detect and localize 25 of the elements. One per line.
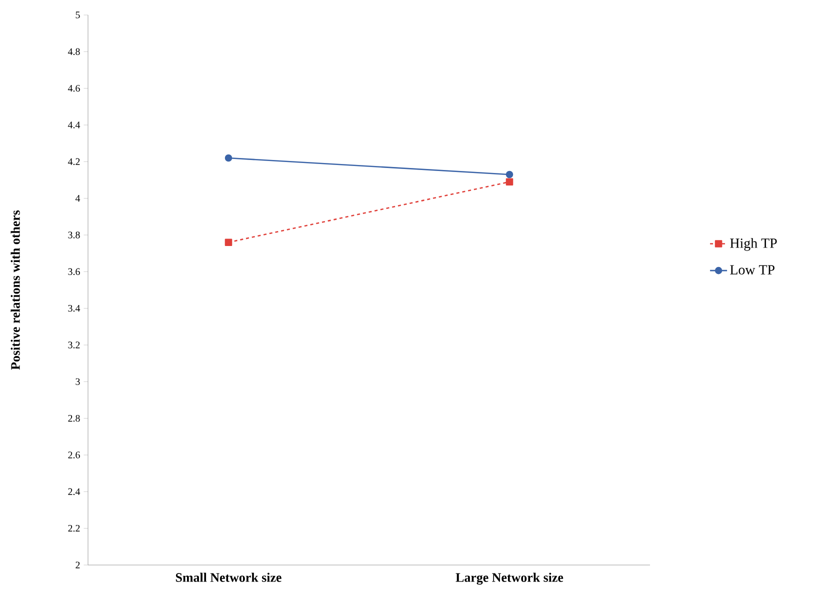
x-tick-label: Small Network size — [176, 572, 282, 582]
y-tick-label: 2 — [76, 562, 80, 568]
x-tick-label: Large Network size — [456, 572, 564, 585]
y-tick-label: 4.4 — [68, 122, 80, 128]
y-tick-label: 4.2 — [68, 158, 80, 166]
y-tick-label: 4 — [75, 195, 80, 202]
y-tick-label: 2.6 — [68, 452, 80, 458]
y-tick-label: 2.2 — [68, 524, 80, 532]
y-axis-title: Positive relations with others — [10, 210, 20, 370]
y-tick-label: 3.6 — [68, 268, 80, 276]
y-tick-label: 2.4 — [68, 488, 80, 496]
y-tick-label: 3.2 — [68, 342, 80, 348]
y-tick-label: 4.8 — [68, 48, 80, 56]
legend-label: High TP — [730, 238, 777, 251]
y-tick-label: 3.8 — [68, 232, 80, 238]
y-tick-label: 3 — [76, 378, 80, 386]
legend-label: Low TP — [730, 265, 774, 275]
point — [506, 170, 514, 178]
y-tick-label: 4.6 — [68, 84, 80, 92]
y-tick-label: 2.8 — [68, 414, 80, 422]
y-tick-label: 3.4 — [68, 304, 80, 312]
point — [224, 238, 232, 246]
y-tick-label: 5 — [76, 12, 80, 18]
point — [224, 154, 232, 162]
point — [506, 178, 514, 186]
